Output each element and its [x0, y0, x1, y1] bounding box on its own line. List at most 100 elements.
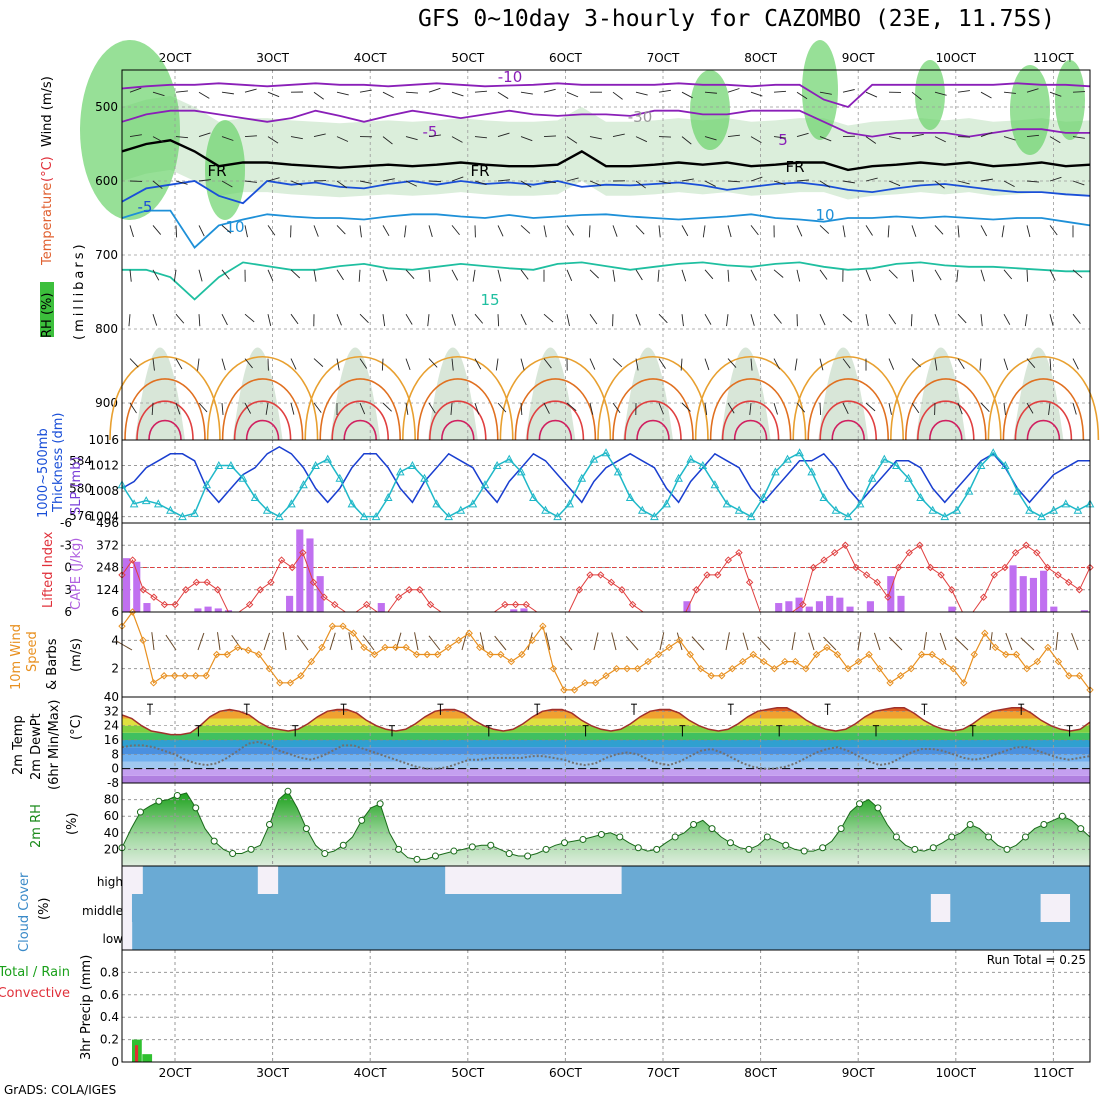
- wind10m-labels: 10m Wind Speed & Barbs (m/s): [9, 624, 84, 690]
- lifted-index-marker: [405, 586, 413, 594]
- cloud-bar: [660, 894, 672, 922]
- lifted-index-marker: [299, 548, 307, 557]
- slp-marker: [420, 473, 429, 482]
- wind-barb: [796, 132, 809, 138]
- wind-barb: [612, 358, 623, 368]
- cloud-bar: [478, 922, 490, 950]
- cloud-bar: [672, 922, 683, 950]
- cloud-bar: [397, 922, 408, 950]
- cape-bar: [316, 576, 324, 612]
- cloud-bar: [944, 866, 956, 894]
- cape-bar: [510, 609, 518, 612]
- wind-barb: [657, 269, 660, 282]
- cloud-bar: [947, 922, 959, 950]
- wind-speed-marker: [381, 643, 389, 652]
- wind-barb: [244, 313, 255, 323]
- cloud-bar: [391, 894, 402, 922]
- wind-barb: [954, 637, 969, 651]
- wind-barb: [336, 91, 349, 96]
- slp-marker: [141, 496, 151, 505]
- wind-speed-marker: [1075, 672, 1084, 680]
- cape-bar: [306, 538, 314, 612]
- cape-bar: [520, 608, 528, 612]
- wind-barb: [267, 91, 280, 98]
- rh-marker: [671, 833, 679, 841]
- cape-bar: [123, 558, 131, 612]
- lifted-index-marker: [277, 556, 286, 564]
- wind-barb: [151, 632, 155, 651]
- rh-marker: [173, 791, 181, 799]
- temp-band: [122, 747, 1090, 755]
- slp-marker: [976, 460, 986, 470]
- wind-barb: [635, 180, 646, 189]
- x-tick-top: 11OCT: [1033, 51, 1074, 65]
- wind-barb: [382, 314, 386, 327]
- wind-barb: [313, 269, 317, 282]
- cloud-bar: [840, 894, 851, 922]
- wind-barb: [405, 358, 411, 371]
- wind-speed-marker: [212, 650, 221, 659]
- cloud-bar: [371, 894, 382, 922]
- x-tick-top: 7OCT: [647, 51, 680, 65]
- cloud-bar: [820, 894, 832, 922]
- cloud-bar: [376, 922, 388, 950]
- lifted-index-marker: [394, 593, 403, 601]
- cloud-bar: [980, 894, 991, 922]
- slp-marker: [698, 460, 708, 470]
- cloud-bar: [223, 922, 235, 950]
- wind-barb: [282, 632, 287, 651]
- cloud-bar: [788, 866, 800, 894]
- isotherm-warm: [429, 400, 487, 441]
- slp-marker: [892, 460, 901, 470]
- cloud-bar: [331, 894, 343, 922]
- wind-barb: [612, 225, 618, 237]
- wind-barb: [450, 402, 453, 415]
- wind-barb: [842, 180, 855, 184]
- wind-barb: [382, 136, 393, 145]
- slp-marker: [565, 499, 575, 508]
- wind-barb: [129, 134, 142, 138]
- cloud-bar: [246, 866, 258, 894]
- precip-tick: 0.2: [100, 1033, 119, 1047]
- cloud-bar: [350, 866, 362, 894]
- lifted-index-marker: [979, 593, 988, 601]
- wind-speed-marker: [423, 650, 431, 659]
- cloud-bar: [570, 922, 582, 950]
- x-tick-bottom: 7OCT: [647, 1066, 680, 1080]
- wind-barb: [956, 269, 959, 282]
- slp-marker: [371, 512, 381, 521]
- wind-speed-marker: [349, 629, 358, 637]
- wind-barb: [451, 176, 464, 182]
- contour-label: FR: [470, 162, 489, 180]
- wind-barb: [175, 90, 188, 93]
- rh-marker: [653, 845, 661, 853]
- wind-barb: [428, 225, 433, 238]
- wind-barb: [865, 136, 877, 144]
- wind-speed-marker: [234, 643, 242, 652]
- wind-barb: [451, 269, 459, 281]
- wind-barb: [823, 636, 837, 651]
- lifted-index-marker: [862, 571, 871, 579]
- temperature-label: Temperature: [40, 183, 55, 266]
- wind-barb: [911, 358, 921, 368]
- rh-marker: [745, 845, 753, 853]
- cloud-high-label: high: [97, 875, 123, 889]
- wind-barb: [1003, 402, 1006, 415]
- cloud-bar: [153, 866, 165, 894]
- wind-barb: [405, 180, 417, 187]
- lifted-index-marker: [1011, 548, 1020, 557]
- cloud-bar: [1049, 922, 1060, 950]
- wind-barb: [726, 314, 729, 327]
- wind-barb: [980, 402, 990, 412]
- wind-barb: [796, 269, 801, 282]
- cloud-bar: [183, 922, 194, 950]
- wind-speed-marker: [370, 650, 379, 659]
- slp-marker: [1025, 505, 1034, 514]
- wind-speed-marker: [612, 664, 621, 673]
- pressure-tick-label: 500: [95, 100, 118, 114]
- isotherm-warm: [831, 419, 865, 441]
- wind-barb: [267, 225, 276, 236]
- x-tick-bottom: 3OCT: [256, 1066, 289, 1080]
- wind-barb: [336, 358, 340, 371]
- temp-tick: 8: [111, 747, 119, 761]
